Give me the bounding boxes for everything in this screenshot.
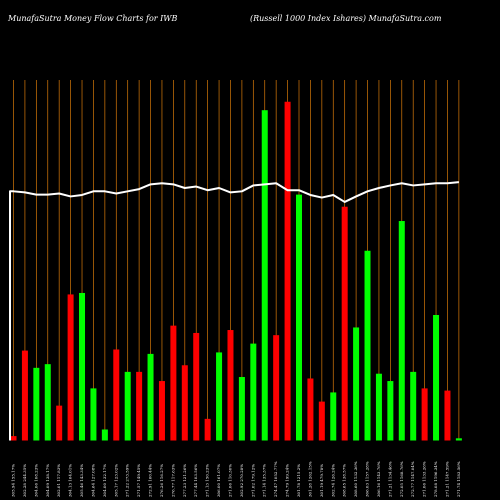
money-flow-bar [204, 418, 211, 441]
x-tick-label: 301.19 479.78% [319, 464, 324, 497]
price-line [9, 181, 459, 441]
line-layer [9, 181, 459, 441]
x-tick-label: 271.74 1183.56% [456, 461, 461, 497]
money-flow-bar [193, 332, 200, 441]
money-flow-bar [21, 350, 28, 441]
money-flow-bar [90, 388, 97, 441]
bar-layer [10, 101, 462, 441]
money-flow-bar [238, 377, 245, 441]
x-tick-label: 271.14 135.37% [262, 464, 267, 497]
money-flow-bar [170, 325, 177, 441]
money-flow-bar [261, 110, 268, 441]
money-flow-bar [56, 405, 63, 441]
x-tick-label: 304.13 164.01% [68, 464, 73, 497]
money-flow-bar [158, 381, 165, 441]
money-flow-bar [318, 401, 325, 441]
x-tick-label: 302.74 126.24% [330, 464, 335, 497]
money-flow-bar [124, 371, 131, 441]
x-tick-label: 277.23 121.26% [182, 464, 187, 497]
x-tick-label: 271.57 149.45% [136, 464, 141, 497]
money-flow-bar [44, 364, 51, 441]
money-flow-bar [398, 221, 405, 441]
x-tick-label: 302.28 244.35% [22, 464, 27, 497]
money-flow-bar [67, 294, 74, 441]
money-flow-bar [296, 194, 302, 441]
money-flow-bar [421, 388, 428, 441]
x-tick-label: 305.17 123.02% [113, 464, 118, 497]
money-flow-bar [113, 349, 120, 441]
x-tick-label: 272.91 160.44% [148, 464, 153, 497]
money-flow-bar [284, 101, 291, 441]
x-tick-label: 271.13 150.23% [205, 464, 210, 497]
x-tick-label: 305.46 143.34% [79, 464, 84, 497]
money-flow-bar [216, 352, 223, 441]
money-flow-bar [250, 343, 257, 441]
x-tick-label: 306.03 1157.28% [365, 461, 370, 497]
x-tick-label: 278.08 1196.34% [433, 461, 438, 497]
money-flow-bar [147, 353, 154, 441]
x-tick-label: 301.28 1262.15% [307, 461, 312, 497]
money-flow-bar [79, 292, 86, 441]
x-tick-label: 272.77 1147.04% [410, 461, 415, 497]
money-flow-bar [101, 429, 108, 441]
x-tick-label: 271.22 273.59% [125, 464, 130, 497]
x-tick-label: 271.06 1133.26% [422, 461, 427, 497]
x-tick-label: 308.60 1132.36% [353, 461, 358, 497]
x-tick-label: 274.47 1052.77% [273, 461, 278, 497]
x-tick-label: 271.06 110.30% [227, 464, 232, 497]
x-tick-label: 271.21 1134.46% [387, 461, 392, 497]
x-tick-label: 308.65 138.57% [342, 464, 347, 497]
money-flow-bar [387, 381, 394, 441]
chart-title-left: MunafaSutra Money Flow Charts for IWB [7, 14, 178, 23]
money-flow-bar [455, 438, 462, 441]
x-tick-label: 271.21 1147.59% [444, 461, 449, 497]
x-tick-label: 306.16 1143.76% [376, 461, 381, 497]
money-flow-bar [444, 390, 451, 441]
money-flow-bar [341, 206, 348, 441]
money-flow-bar [375, 373, 382, 441]
money-flow-bar [136, 371, 143, 441]
x-tick-label: 306.00 161.07% [216, 464, 221, 497]
x-tick-label: 304.06 108.23% [33, 464, 38, 497]
x-tick-label: 304.00 132.17% [102, 464, 107, 497]
x-tick-label: 274.79 199.24% [285, 464, 290, 497]
x-tick-label: 305.94 155.17% [11, 464, 16, 497]
money-flow-bar [433, 314, 440, 441]
money-flow-bar [364, 250, 371, 441]
x-tick-label: 276.77 117.63% [170, 464, 175, 497]
tick-layer: 305.94 155.17% 302.28 244.35% 304.06 108.2… [11, 461, 461, 497]
x-tick-label: 302.92 270.28% [239, 464, 244, 497]
money-flow-bar [410, 371, 417, 441]
money-flow-bar [181, 365, 188, 441]
money-flow-bar [307, 378, 314, 441]
money-flow-bar [10, 436, 17, 441]
money-flow-bar [33, 367, 40, 441]
x-tick-label: 271.02 179.12% [250, 464, 255, 497]
money-flow-bar [227, 330, 234, 441]
money-flow-bar [330, 392, 337, 441]
x-tick-label: 272.05 1168.76% [399, 461, 404, 497]
x-tick-label: 276.26 116.27% [159, 464, 164, 497]
x-tick-label: 304.64 127.08% [90, 464, 95, 497]
chart-title-right: (Russell 1000 Index Ishares) MunafaSutra… [250, 14, 442, 23]
money-flow-bar [353, 327, 360, 441]
x-tick-label: 304.09 138.17% [45, 464, 50, 497]
x-tick-label: 301.78 1215.2% [296, 464, 301, 497]
money-flow-bar [273, 335, 280, 441]
x-tick-label: 302.01 117.83% [56, 464, 61, 497]
x-tick-label: 277.44 103.56% [193, 464, 198, 497]
